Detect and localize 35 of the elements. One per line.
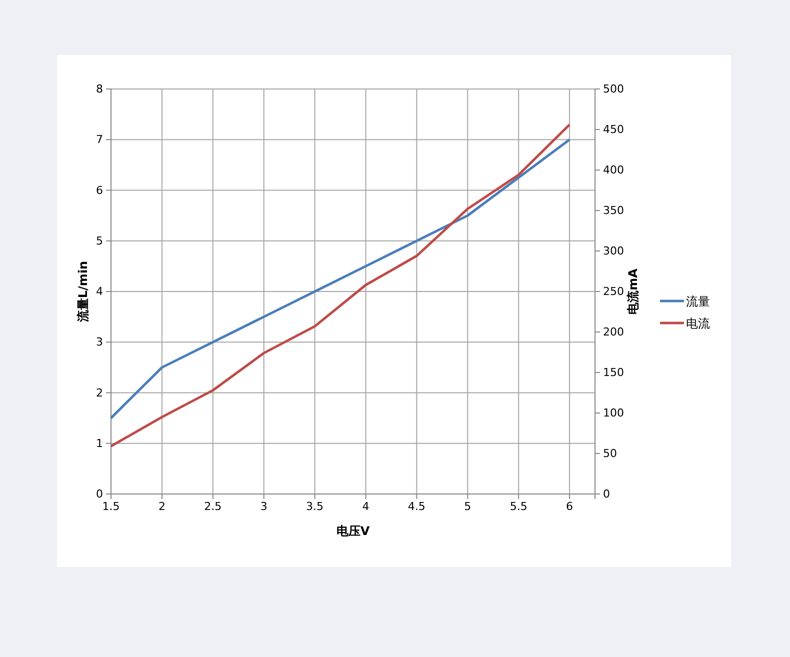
x-tick-label: 3.5 bbox=[306, 500, 324, 513]
legend-label: 电流 bbox=[686, 316, 710, 330]
y2-tick-label: 350 bbox=[603, 204, 624, 218]
y-tick-label: 0 bbox=[96, 488, 103, 501]
y-tick-label: 3 bbox=[96, 336, 103, 349]
x-tick-label: 5.5 bbox=[510, 500, 528, 513]
y2-tick-label: 250 bbox=[603, 285, 624, 298]
y2-tick-label: 500 bbox=[603, 82, 624, 96]
x-axis-title: 电压V bbox=[336, 524, 370, 538]
x-tick-label: 2 bbox=[158, 500, 166, 513]
x-tick-label: 6 bbox=[566, 500, 574, 513]
y2-tick-label: 450 bbox=[603, 123, 624, 136]
y-tick-label: 5 bbox=[96, 234, 103, 248]
y-tick-label: 6 bbox=[96, 184, 103, 197]
legend-label: 流量 bbox=[686, 294, 710, 308]
x-tick-label: 2.5 bbox=[204, 500, 222, 513]
y2-axis-title: 电流mA bbox=[626, 268, 640, 314]
x-tick-label: 1.5 bbox=[102, 500, 120, 513]
x-tick-label: 3 bbox=[260, 500, 268, 513]
y2-tick-label: 100 bbox=[603, 406, 624, 420]
y-tick-label: 8 bbox=[96, 82, 103, 96]
y2-tick-label: 150 bbox=[603, 366, 624, 380]
y2-tick-label: 400 bbox=[603, 164, 624, 177]
y-tick-label: 7 bbox=[96, 133, 103, 146]
y-tick-label: 1 bbox=[96, 436, 103, 450]
y2-tick-label: 200 bbox=[603, 326, 624, 339]
x-tick-label: 4 bbox=[362, 500, 370, 513]
x-tick-label: 4.5 bbox=[408, 500, 426, 513]
y-tick-label: 2 bbox=[96, 386, 103, 400]
y2-tick-label: 50 bbox=[603, 447, 617, 460]
x-tick-label: 5 bbox=[464, 500, 472, 513]
y-tick-label: 4 bbox=[96, 285, 103, 298]
y-axis-title: 流量L/min bbox=[76, 260, 90, 324]
y2-tick-label: 300 bbox=[603, 244, 624, 258]
y2-tick-label: 0 bbox=[603, 488, 610, 501]
